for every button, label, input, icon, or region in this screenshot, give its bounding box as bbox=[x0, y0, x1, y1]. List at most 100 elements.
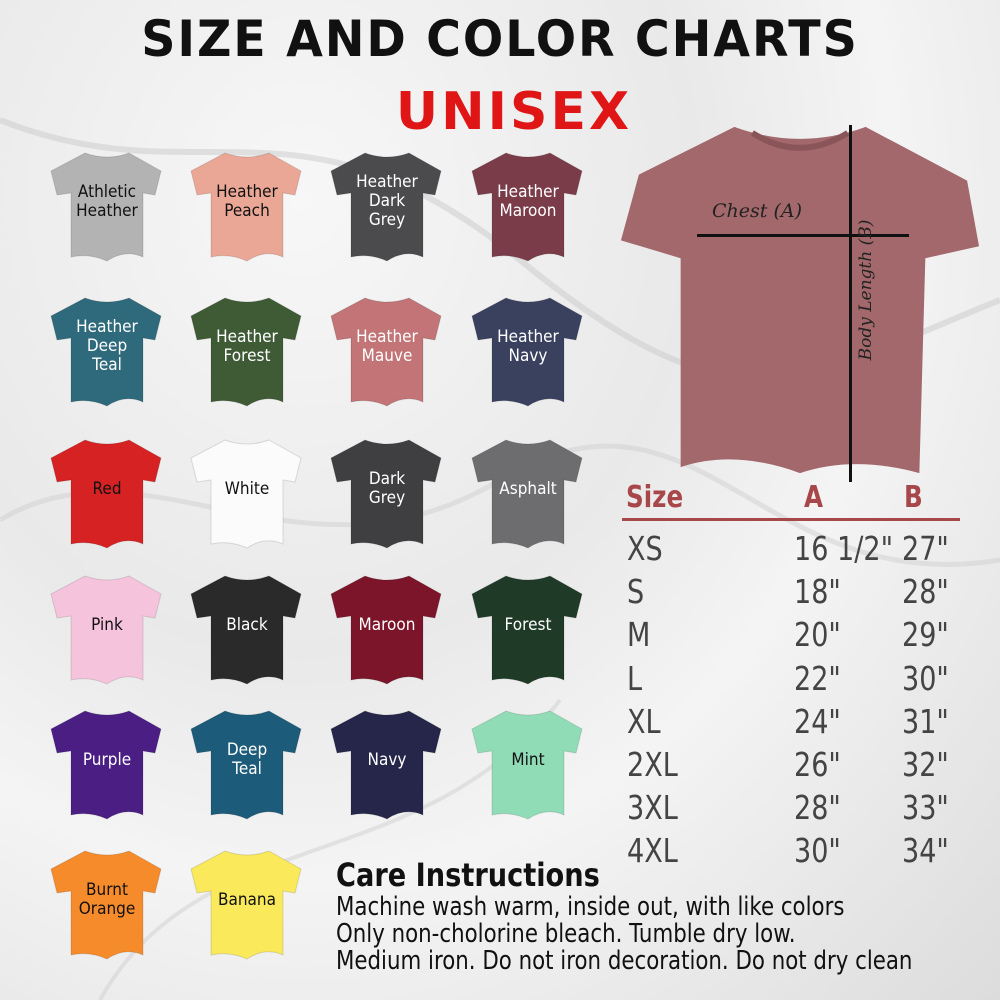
size-row: XL 24" 31" bbox=[622, 702, 960, 745]
length-cell: 27" bbox=[902, 529, 949, 568]
header-b: B bbox=[904, 480, 923, 515]
length-cell: 31" bbox=[902, 701, 949, 741]
body-length-label: Body Length (B) bbox=[856, 219, 876, 361]
header-a: A bbox=[804, 480, 824, 515]
chest-cell: 30" bbox=[794, 831, 841, 871]
chest-measure-line bbox=[697, 234, 909, 237]
color-name: Heather Forest bbox=[216, 327, 278, 366]
color-name: Heather Peach bbox=[216, 182, 278, 221]
size-cell: S bbox=[627, 572, 645, 612]
header-size: Size bbox=[626, 480, 684, 515]
tshirt-icon bbox=[190, 850, 302, 960]
tshirt-icon bbox=[330, 152, 442, 262]
length-cell: 30" bbox=[902, 658, 949, 698]
chest-cell: 24" bbox=[794, 701, 841, 741]
color-swatch: Banana bbox=[185, 843, 309, 967]
size-row: L 22" 30" bbox=[622, 659, 960, 702]
tshirt-icon bbox=[471, 710, 583, 820]
tshirt-icon bbox=[330, 575, 442, 685]
color-swatch: Heather Navy bbox=[466, 290, 590, 414]
color-name: Mint bbox=[511, 750, 545, 770]
tshirt-icon bbox=[190, 575, 302, 685]
color-name: Heather Deep Teal bbox=[76, 317, 138, 375]
size-table: Size A B XS 16 1/2" 27" S 18" 28" M 20" 29" L 22" 3… bbox=[622, 478, 960, 875]
size-cell: XL bbox=[627, 701, 661, 741]
color-swatch: Pink bbox=[45, 568, 169, 692]
color-name: Forest bbox=[504, 615, 552, 635]
length-cell: 33" bbox=[902, 788, 949, 828]
care-instructions: Care Instructions Machine wash warm, ins… bbox=[336, 856, 1000, 975]
color-name: Heather Navy bbox=[497, 327, 559, 366]
measurement-shirt bbox=[615, 115, 985, 485]
tshirt-icon bbox=[50, 152, 162, 262]
care-line: Only non-cholorine bleach. Tumble dry lo… bbox=[336, 919, 796, 949]
size-cell: 4XL bbox=[627, 831, 678, 871]
length-cell: 29" bbox=[902, 615, 949, 655]
color-swatch: Heather Maroon bbox=[466, 145, 590, 269]
color-swatch: Asphalt bbox=[466, 432, 590, 556]
size-row: 4XL 30" 34" bbox=[622, 831, 960, 874]
length-cell: 34" bbox=[902, 831, 949, 871]
tshirt-icon bbox=[471, 439, 583, 549]
chest-cell: 20" bbox=[794, 615, 841, 655]
color-swatch: Athletic Heather bbox=[45, 145, 169, 269]
color-swatch: Forest bbox=[466, 568, 590, 692]
length-cell: 32" bbox=[902, 744, 949, 784]
size-cell: M bbox=[627, 615, 651, 655]
color-swatch: Heather Mauve bbox=[325, 290, 449, 414]
color-name: Black bbox=[226, 615, 268, 635]
chest-cell: 28" bbox=[794, 788, 841, 828]
tshirt-icon bbox=[50, 575, 162, 685]
color-name: Asphalt bbox=[499, 479, 557, 499]
color-swatch: Navy bbox=[325, 703, 449, 827]
color-swatch: White bbox=[185, 432, 309, 556]
chest-cell: 16 1/2" bbox=[794, 529, 894, 568]
color-swatch: Mint bbox=[466, 703, 590, 827]
color-swatch: Heather Peach bbox=[185, 145, 309, 269]
tshirt-icon bbox=[471, 297, 583, 407]
chest-label: Chest (A) bbox=[712, 200, 802, 222]
care-title: Care Instructions bbox=[336, 856, 600, 894]
size-cell: XS bbox=[627, 529, 663, 568]
color-swatch: Burnt Orange bbox=[45, 843, 169, 967]
color-swatch: Purple bbox=[45, 703, 169, 827]
color-swatch: Heather Forest bbox=[185, 290, 309, 414]
color-swatch: Dark Grey bbox=[325, 432, 449, 556]
tshirt-icon bbox=[190, 439, 302, 549]
tshirt-icon bbox=[190, 297, 302, 407]
tshirt-icon bbox=[50, 297, 162, 407]
color-name: Red bbox=[92, 479, 122, 499]
size-cell: L bbox=[627, 658, 643, 698]
color-swatch: Black bbox=[185, 568, 309, 692]
care-line: Medium iron. Do not iron decoration. Do … bbox=[336, 946, 913, 976]
size-row: M 20" 29" bbox=[622, 615, 960, 658]
color-name: Heather Mauve bbox=[356, 327, 418, 366]
color-name: Burnt Orange bbox=[78, 880, 136, 919]
size-row: XS 16 1/2" 27" bbox=[622, 529, 960, 572]
length-cell: 28" bbox=[902, 572, 949, 612]
color-swatch: Maroon bbox=[325, 568, 449, 692]
tshirt-icon bbox=[50, 439, 162, 549]
color-swatch: Heather Deep Teal bbox=[45, 290, 169, 414]
subtitle-unisex: UNISEX bbox=[395, 82, 633, 142]
color-name: Maroon bbox=[358, 615, 416, 635]
color-name: Navy bbox=[367, 750, 407, 770]
size-row: 2XL 26" 32" bbox=[622, 745, 960, 788]
color-name: Purple bbox=[82, 750, 132, 770]
page-title: SIZE AND COLOR CHARTS bbox=[141, 10, 859, 68]
size-row: S 18" 28" bbox=[622, 572, 960, 615]
tshirt-icon bbox=[330, 297, 442, 407]
tshirt-icon bbox=[50, 710, 162, 820]
color-name: Pink bbox=[91, 615, 123, 635]
tshirt-icon bbox=[330, 439, 442, 549]
tshirt-diagram-icon bbox=[620, 126, 980, 474]
color-name: Heather Maroon bbox=[497, 182, 559, 221]
chest-cell: 26" bbox=[794, 744, 841, 784]
tshirt-icon bbox=[471, 575, 583, 685]
color-name: White bbox=[224, 479, 270, 499]
tshirt-icon bbox=[190, 152, 302, 262]
care-line: Machine wash warm, inside out, with like… bbox=[336, 892, 845, 922]
tshirt-icon bbox=[50, 850, 162, 960]
color-swatch: Red bbox=[45, 432, 169, 556]
size-cell: 3XL bbox=[627, 788, 678, 828]
